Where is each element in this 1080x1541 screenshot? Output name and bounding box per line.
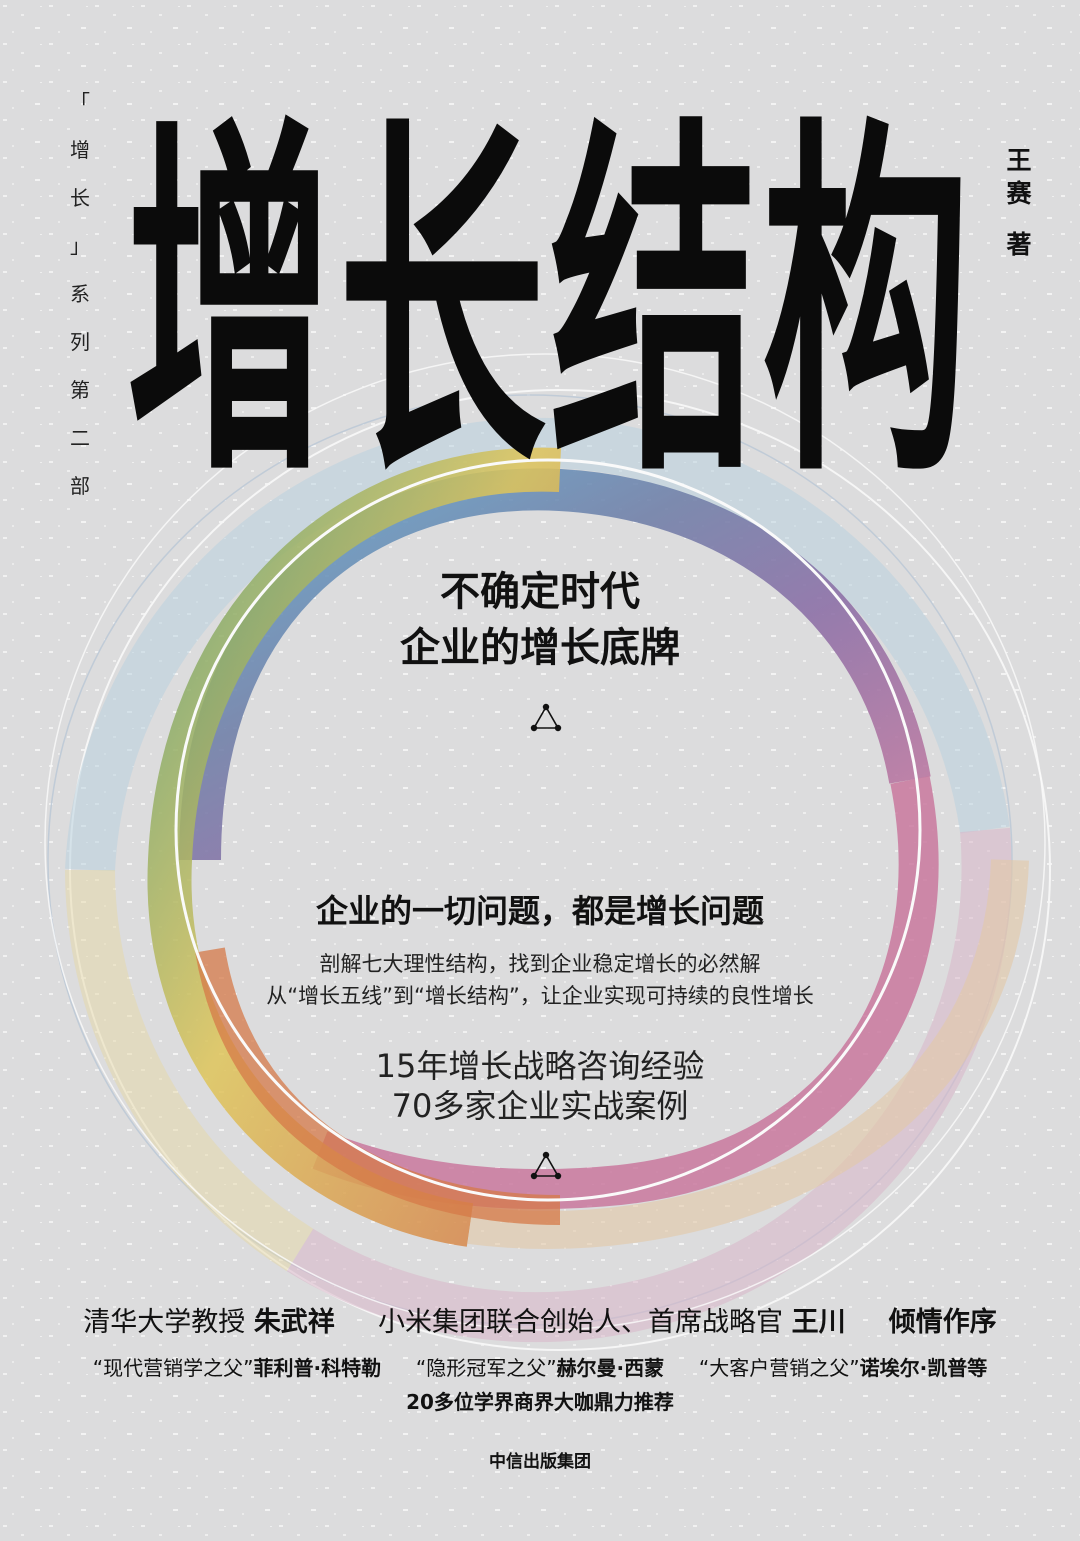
series-char: 系 [70, 282, 90, 306]
recommend-line: 20多位学界商界大咖鼎力推荐 [406, 1390, 674, 1414]
preface-name: 朱武祥 [253, 1307, 335, 1338]
series-char: 长 [70, 186, 90, 210]
series-char: 列 [70, 330, 90, 354]
preface-role: 小米集团联合创始人、首席战略官 [378, 1307, 783, 1338]
experience-highlights: 15年增长战略咨询经验 70多家企业实战案例 [190, 1046, 890, 1126]
tagline: 不确定时代 企业的增长底牌 [190, 564, 890, 676]
recommender-name: 赫尔曼·西蒙 [556, 1356, 665, 1380]
experience-line: 70多家企业实战案例 [391, 1087, 689, 1125]
preface-suffix: 倾情作序 [888, 1307, 997, 1338]
series-label: 「 增 长 」 系 列 第 二 部 [50, 92, 110, 524]
series-char: 二 [70, 426, 90, 450]
sub-claim-line: 剖解七大理性结构，找到企业稳定增长的必然解 [319, 952, 761, 976]
triangle-icon [530, 1151, 562, 1180]
author-name-char: 王 [1006, 146, 1032, 175]
main-claim: 企业的一切问题，都是增长问题 [315, 892, 764, 930]
author-name-char: 赛 [1006, 179, 1032, 208]
author-credit: 王 赛 著 [996, 148, 1042, 265]
sub-claims: 剖解七大理性结构，找到企业稳定增长的必然解 从“增长五线”到“增长结构”，让企业… [190, 948, 890, 1012]
experience-line: 15年增长战略咨询经验 [375, 1047, 705, 1085]
preface-credit: 清华大学教授 朱武祥 小米集团联合创始人、首席战略官 王川 倾情作序 [40, 1300, 1040, 1339]
publisher-name: 中信出版集团 [489, 1452, 591, 1472]
series-char: 「 [70, 90, 90, 114]
tagline-line: 企业的增长底牌 [400, 625, 680, 671]
tagline-line: 不确定时代 [440, 569, 640, 615]
series-char: 增 [70, 138, 90, 162]
growth-ring-graphic [44, 353, 1051, 1351]
recommenders: “现代营销学之父”菲利普·科特勒 “隐形冠军之父”赫尔曼·西蒙 “大客户营销之父… [30, 1352, 1050, 1381]
sub-claim-line: 从“增长五线”到“增长结构”，让企业实现可持续的良性增长 [266, 984, 814, 1008]
author-verb: 著 [1006, 230, 1032, 259]
recommender-name: 诺埃尔·凯普等 [859, 1356, 988, 1380]
book-title: 增长结构 [126, 91, 974, 523]
recommender-epithet: “现代营销学之父” [92, 1356, 254, 1380]
series-char: 部 [70, 474, 90, 498]
preface-role: 清华大学教授 [83, 1307, 246, 1338]
series-char: 」 [70, 234, 90, 258]
recommender-epithet: “大客户营销之父” [698, 1356, 860, 1380]
preface-name: 王川 [791, 1307, 846, 1338]
series-char: 第 [70, 378, 90, 402]
triangle-icon [530, 703, 562, 732]
recommender-epithet: “隐形冠军之父” [415, 1356, 557, 1380]
book-title-block: 增长结构 [110, 92, 990, 522]
recommender-name: 菲利普·科特勒 [253, 1356, 382, 1380]
